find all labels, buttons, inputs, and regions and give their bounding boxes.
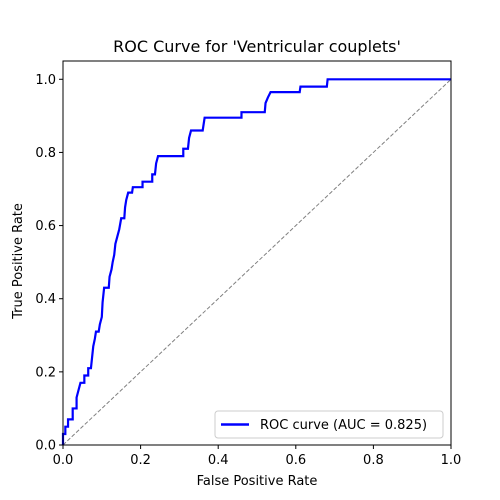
legend-box bbox=[214, 410, 444, 439]
plot-area bbox=[61, 60, 452, 446]
legend: ROC curve (AUC = 0.825) bbox=[214, 410, 444, 439]
axes-frame bbox=[62, 60, 452, 446]
chance-diagonal-line bbox=[62, 78, 452, 446]
roc-curve-line bbox=[61, 78, 451, 445]
x-tick-label: 0.0 bbox=[53, 453, 74, 468]
x-tick-label: 0.8 bbox=[363, 453, 384, 468]
y-axis-ticks: 0.0 0.2 0.4 0.6 0.8 1.0 bbox=[35, 73, 63, 454]
y-tick-label: 0.8 bbox=[35, 146, 56, 161]
x-tick-label: 0.4 bbox=[208, 453, 229, 468]
x-tick-label: 0.2 bbox=[130, 453, 151, 468]
x-axis-ticks: 0.0 0.2 0.4 0.6 0.8 1.0 bbox=[53, 445, 462, 468]
y-tick-label: 1.0 bbox=[35, 73, 56, 88]
y-tick-label: 0.2 bbox=[35, 365, 56, 380]
legend-label: ROC curve (AUC = 0.825) bbox=[260, 418, 427, 433]
y-tick-label: 0.4 bbox=[35, 292, 56, 307]
x-tick-label: 1.0 bbox=[441, 453, 462, 468]
y-tick-label: 0.0 bbox=[35, 439, 56, 454]
y-axis-label: True Positive Rate bbox=[11, 203, 26, 320]
x-axis-label: False Positive Rate bbox=[197, 474, 318, 489]
chart-title: ROC Curve for 'Ventricular couplets' bbox=[113, 37, 401, 56]
x-tick-label: 0.6 bbox=[285, 453, 306, 468]
y-tick-label: 0.6 bbox=[35, 219, 56, 234]
